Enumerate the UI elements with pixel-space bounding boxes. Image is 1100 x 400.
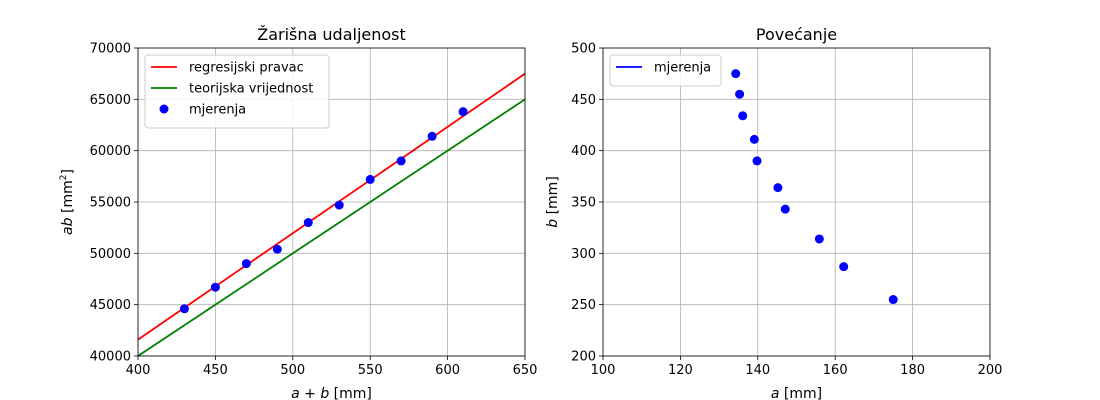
- series-line: [138, 98, 525, 356]
- y-tick-label: 450: [571, 93, 596, 108]
- y-axis-label-var: b: [545, 219, 561, 228]
- data-point: [738, 111, 748, 121]
- x-axis-label: a [mm]: [771, 386, 822, 400]
- x-tick-label: 400: [126, 363, 151, 378]
- plot-area: [731, 69, 898, 305]
- chart-magnification: Povećanje a [mm] b [mm] 100 120 140 160 180 2…: [545, 25, 1002, 400]
- y-tick-label: 65000: [90, 93, 131, 108]
- y-tick-label: 60000: [90, 144, 131, 159]
- data-point: [773, 183, 783, 193]
- data-point: [752, 156, 762, 166]
- x-tick-label: 180: [900, 363, 925, 378]
- legend: regresijski pravac teorijska vrijednost mj…: [144, 54, 330, 129]
- data-point: [396, 156, 406, 166]
- legend-label: regresijski pravac: [189, 61, 304, 76]
- y-tick-label: 400: [571, 144, 596, 159]
- legend-label: mjerenja: [654, 61, 711, 76]
- data-point: [780, 204, 790, 214]
- y-tick-label: 350: [571, 196, 596, 211]
- y-tick-label: 500: [571, 42, 596, 57]
- y-tick-label: 50000: [90, 247, 131, 262]
- series-line: [138, 72, 525, 341]
- data-point: [303, 218, 313, 228]
- x-tick-label: 450: [203, 363, 228, 378]
- x-tick-label: 100: [591, 363, 616, 378]
- x-axis-label-unit: [mm]: [784, 386, 822, 400]
- plot-area: [138, 72, 525, 356]
- data-point: [888, 295, 898, 305]
- y-tick-label: 300: [571, 247, 596, 262]
- chart-title: Žarišna udaljenost: [257, 25, 406, 44]
- y-axis-label: ab [mm2]: [59, 169, 76, 235]
- y-tick-label: 70000: [90, 42, 131, 57]
- x-tick-label: 600: [435, 363, 460, 378]
- x-axis-label-unit: [mm]: [334, 386, 372, 400]
- x-tick-label: 160: [823, 363, 848, 378]
- x-tick-label: 650: [513, 363, 538, 378]
- y-axis-label: b [mm]: [545, 176, 561, 228]
- data-point: [731, 69, 741, 79]
- data-point: [272, 244, 282, 254]
- y-tick-label: 200: [571, 350, 596, 365]
- y-axis-label-unit-end: ]: [60, 169, 76, 174]
- legend-point-marker: [159, 104, 169, 114]
- axes-frame: [602, 47, 991, 357]
- data-point: [458, 107, 468, 117]
- data-point: [839, 262, 849, 272]
- y-axis-label-unit: [mm: [60, 180, 76, 213]
- legend-label: teorijska vrijednost: [189, 82, 313, 97]
- y-tick-label: 250: [571, 298, 596, 313]
- data-point: [365, 174, 375, 184]
- y-axis-label-unit: [mm]: [545, 176, 561, 214]
- legend-label: mjerenja: [189, 103, 246, 118]
- y-axis-label-var: ab: [60, 217, 76, 235]
- chart-focal-length: Žarišna udaljenost a + b [mm] ab [mm2] 4…: [59, 25, 537, 400]
- data-point: [210, 282, 220, 292]
- x-tick-label: 550: [358, 363, 383, 378]
- data-point: [814, 234, 824, 244]
- x-axis-label: a + b [mm]: [291, 386, 372, 400]
- legend-box: [144, 54, 330, 129]
- x-axis-label-var: a + b: [291, 386, 329, 400]
- chart-title: Povećanje: [756, 25, 837, 44]
- data-point: [735, 89, 745, 99]
- axes-frame: [137, 47, 526, 357]
- x-tick-label: 200: [978, 363, 1003, 378]
- y-tick-label: 40000: [90, 350, 131, 365]
- y-tick-label: 45000: [90, 298, 131, 313]
- x-tick-label: 120: [668, 363, 693, 378]
- x-axis-label-var: a: [771, 386, 780, 400]
- data-point: [334, 200, 344, 210]
- legend: mjerenja: [609, 54, 722, 87]
- legend-box: [609, 54, 722, 87]
- x-tick-label: 140: [745, 363, 770, 378]
- data-point: [241, 259, 251, 269]
- x-tick-label: 500: [280, 363, 305, 378]
- data-point: [749, 134, 759, 144]
- data-point: [427, 131, 437, 141]
- y-tick-label: 55000: [90, 196, 131, 211]
- y-axis-label-sup: 2: [59, 175, 69, 181]
- data-point: [179, 304, 189, 314]
